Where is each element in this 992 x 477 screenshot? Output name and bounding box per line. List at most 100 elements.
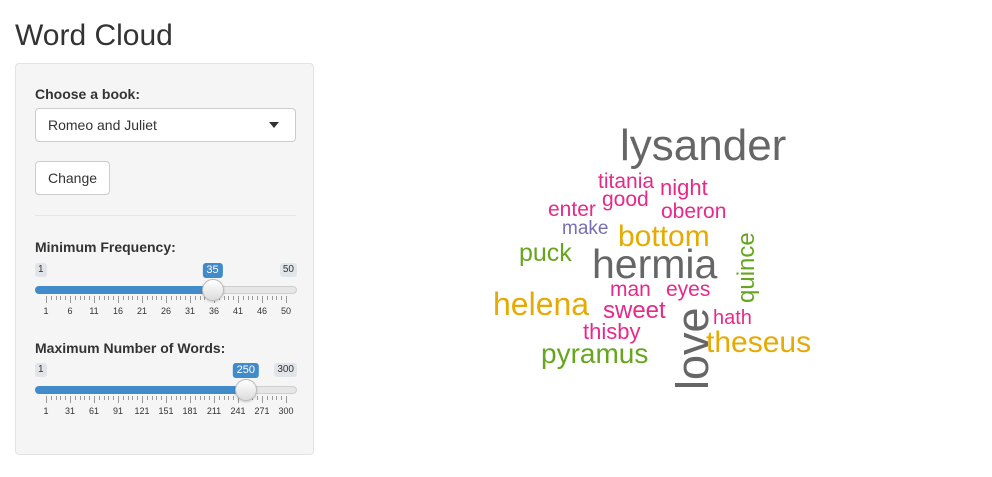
max-words-label: Maximum Number of Words: <box>35 340 226 356</box>
slider-tick-label: 46 <box>256 306 268 316</box>
slider-tick <box>108 396 110 400</box>
cloud-word: love <box>667 307 718 390</box>
slider-tick <box>137 396 139 400</box>
slider-tick <box>194 396 196 400</box>
max-words-min: 1 <box>35 363 47 377</box>
slider-tick <box>108 296 110 300</box>
slider-tick <box>161 296 163 300</box>
slider-tick-label: 271 <box>254 406 270 416</box>
slider-tick-label: 241 <box>230 406 246 416</box>
slider-tick <box>65 296 67 300</box>
slider-handle[interactable] <box>201 279 224 301</box>
slider-tick <box>70 296 71 303</box>
slider-tick <box>166 296 167 303</box>
slider-tick <box>118 396 119 403</box>
cloud-word: man <box>610 278 651 301</box>
slider-tick <box>137 296 139 300</box>
slider-tick <box>214 396 215 403</box>
slider-tick <box>223 296 225 300</box>
min-frequency-label: Minimum Frequency: <box>35 239 176 255</box>
cloud-word: enter <box>548 198 596 221</box>
cloud-word: quince <box>733 232 760 303</box>
slider-tick <box>55 296 57 300</box>
slider-tick-label: 26 <box>160 306 172 316</box>
slider-handle[interactable] <box>234 379 257 401</box>
slider-tick <box>79 396 81 400</box>
max-words-value: 250 <box>232 363 260 378</box>
cloud-word: eyes <box>666 278 711 301</box>
cloud-word: make <box>562 218 609 239</box>
slider-tick <box>262 296 263 303</box>
slider-tick <box>151 296 153 300</box>
slider-tick <box>170 396 172 400</box>
slider-tick <box>271 296 273 300</box>
page-title: Word Cloud <box>15 19 173 52</box>
slider-tick <box>281 396 283 400</box>
slider-tick-label: 50 <box>280 306 292 316</box>
slider-tick <box>127 396 129 400</box>
slider-tick <box>118 296 119 303</box>
slider-tick <box>46 396 47 403</box>
slider-tick <box>175 296 177 300</box>
slider-tick <box>204 396 206 400</box>
slider-tick <box>146 296 148 300</box>
slider-tick <box>98 296 100 300</box>
slider-tick-label: 91 <box>112 406 124 416</box>
slider-tick <box>233 296 235 300</box>
slider-tick <box>238 296 239 303</box>
slider-tick <box>199 396 201 400</box>
slider-tick-label: 16 <box>112 306 124 316</box>
cloud-word: lysander <box>620 121 787 170</box>
slider-tick <box>238 396 239 403</box>
slider-tick <box>257 296 259 300</box>
slider-tick <box>151 396 153 400</box>
min-frequency-min: 1 <box>35 263 47 277</box>
slider-tick <box>223 396 225 400</box>
min-frequency-slider[interactable]: 1 50 35 1 6 11 16 21 26 31 36 41 46 50 <box>35 263 297 323</box>
slider-tick <box>276 396 278 400</box>
slider-tick <box>65 396 67 400</box>
slider-tick <box>113 396 115 400</box>
slider-tick <box>276 296 278 300</box>
slider-tick <box>132 396 134 400</box>
divider <box>35 215 296 216</box>
slider-tick <box>127 296 129 300</box>
slider-tick <box>70 396 71 403</box>
slider-tick-label: 31 <box>184 306 196 316</box>
slider-tick <box>242 296 244 300</box>
slider-tick <box>50 296 52 300</box>
slider-tick-label: 1 <box>43 306 49 316</box>
cloud-word: thisby <box>583 319 641 344</box>
slider-tick-label: 211 <box>206 406 222 416</box>
slider-tick <box>50 396 52 400</box>
slider-tick <box>247 296 249 300</box>
cloud-word: titania <box>598 170 655 193</box>
slider-ticks <box>35 394 297 404</box>
cloud-word: sweet <box>603 297 666 324</box>
slider-tick <box>103 296 105 300</box>
slider-tick-label: 41 <box>232 306 244 316</box>
slider-tick <box>218 396 220 400</box>
slider-tick <box>84 396 86 400</box>
slider-fill <box>35 286 213 294</box>
max-words-slider[interactable]: 1 300 250 1 31 61 91 121 151 181 211 241 271 300 <box>35 363 297 423</box>
slider-tick <box>228 396 230 400</box>
cloud-word: pyramus <box>541 338 649 369</box>
cloud-word: puck <box>519 239 572 267</box>
slider-tick <box>113 296 115 300</box>
slider-tick <box>74 396 76 400</box>
slider-tick <box>55 396 57 400</box>
slider-tick-label: 181 <box>182 406 198 416</box>
slider-tick <box>190 296 191 303</box>
slider-tick <box>180 296 182 300</box>
slider-tick <box>46 296 47 303</box>
slider-tick <box>94 396 95 403</box>
cloud-word: bottom <box>618 220 710 253</box>
book-select[interactable]: Romeo and Juliet <box>35 108 296 142</box>
slider-tick <box>286 396 287 403</box>
slider-tick <box>175 396 177 400</box>
min-frequency-value: 35 <box>202 263 223 278</box>
change-button[interactable]: Change <box>35 161 111 195</box>
slider-tick <box>262 396 263 403</box>
slider-tick-label: 36 <box>208 306 220 316</box>
